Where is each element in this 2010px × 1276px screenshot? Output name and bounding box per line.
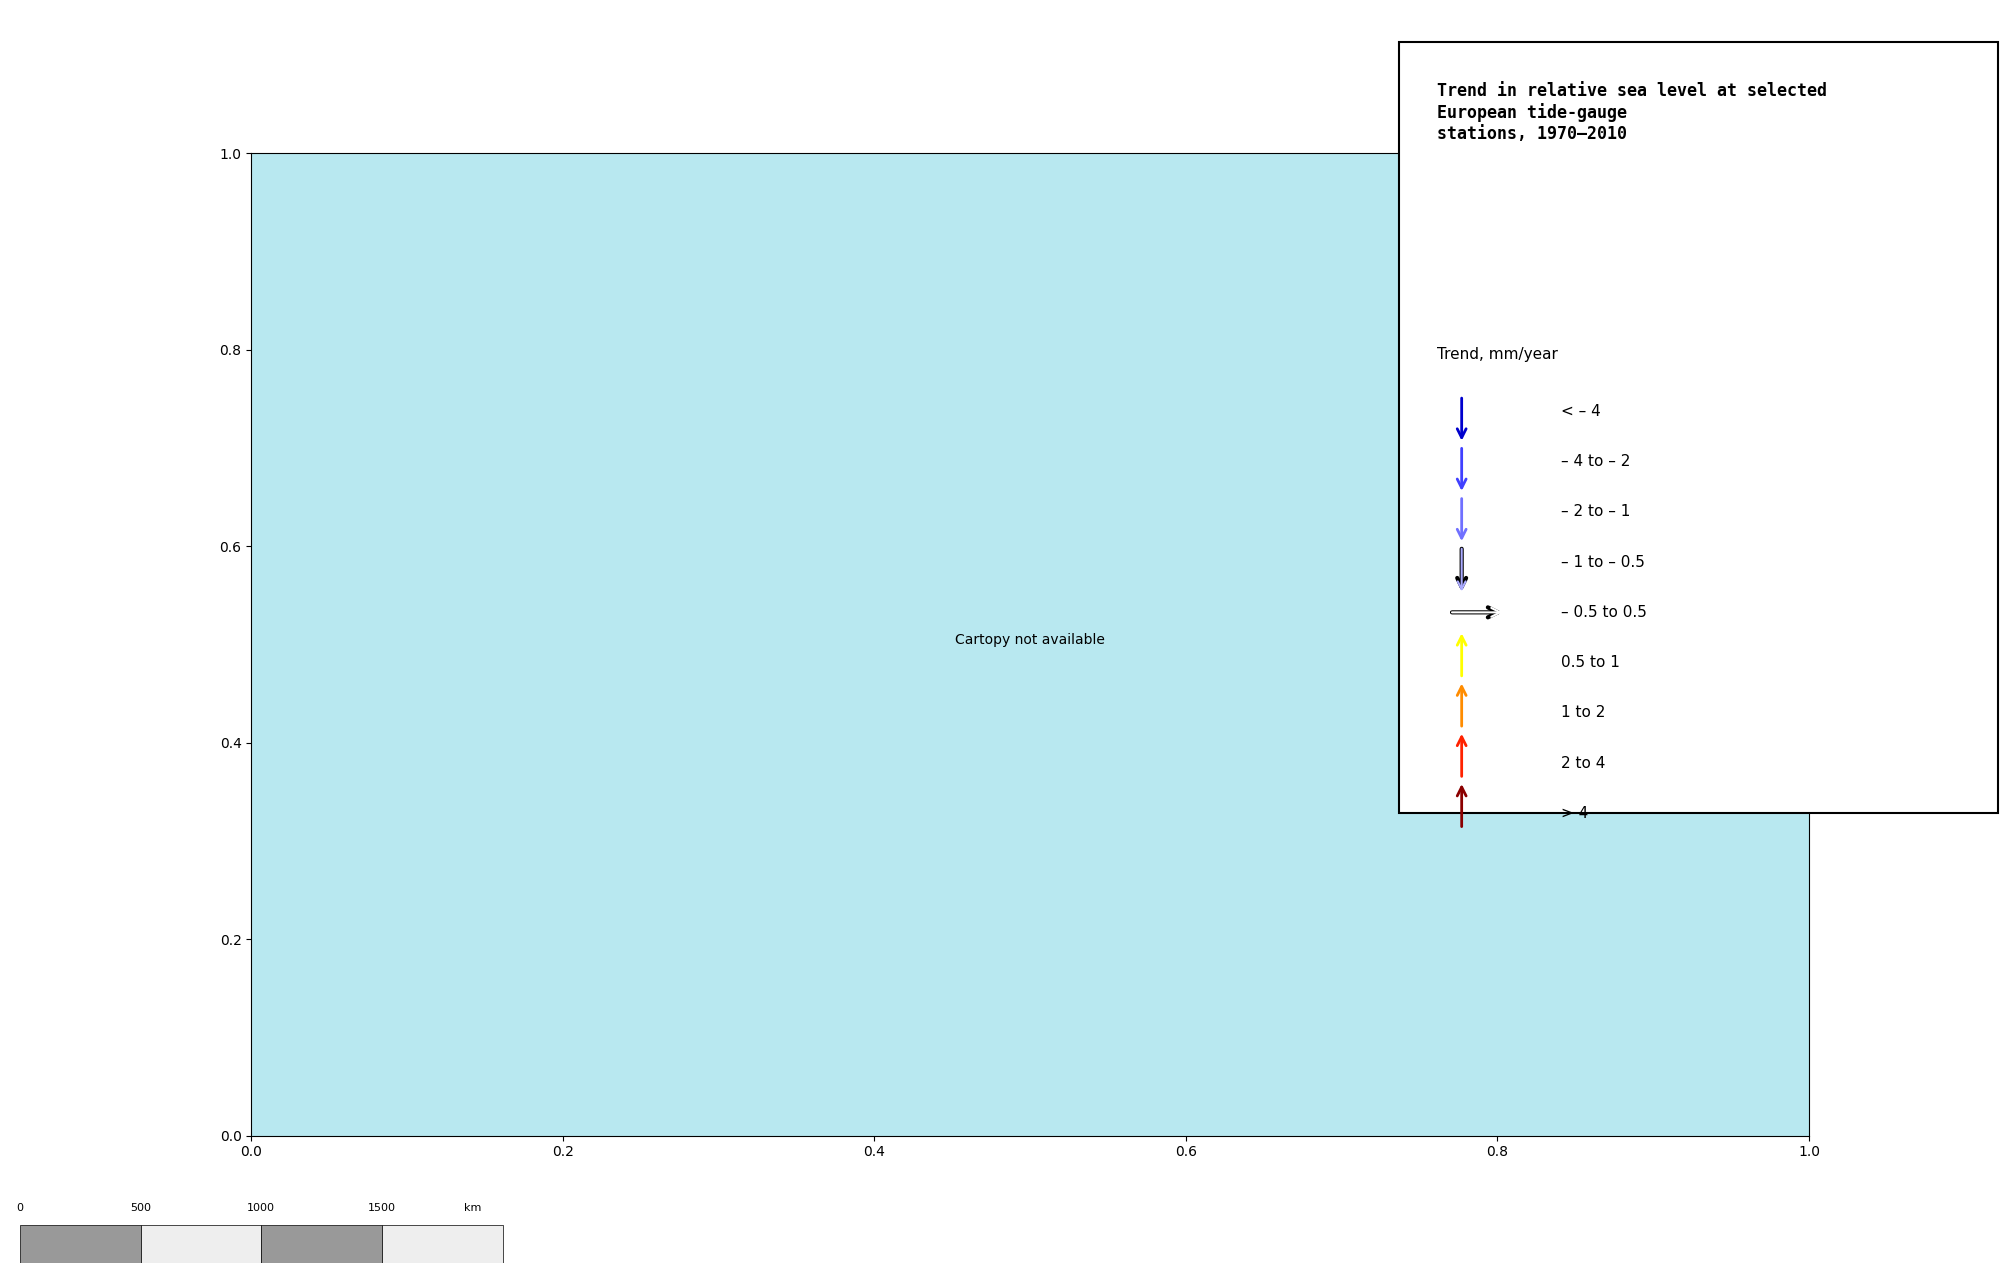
Text: – 1 to – 0.5: – 1 to – 0.5 bbox=[1562, 555, 1646, 569]
Text: 2 to 4: 2 to 4 bbox=[1562, 755, 1606, 771]
Text: km: km bbox=[464, 1203, 480, 1213]
FancyBboxPatch shape bbox=[1399, 42, 1998, 813]
Text: < – 4: < – 4 bbox=[1562, 404, 1602, 419]
Bar bbox=[261, 1225, 382, 1263]
Text: 1000: 1000 bbox=[247, 1203, 275, 1213]
Text: 1500: 1500 bbox=[368, 1203, 396, 1213]
Text: Cartopy not available: Cartopy not available bbox=[955, 633, 1106, 647]
Text: – 2 to – 1: – 2 to – 1 bbox=[1562, 504, 1630, 519]
Bar bbox=[382, 1225, 502, 1263]
Text: 0: 0 bbox=[16, 1203, 24, 1213]
Text: – 4 to – 2: – 4 to – 2 bbox=[1562, 454, 1630, 470]
Text: – 0.5 to 0.5: – 0.5 to 0.5 bbox=[1562, 605, 1648, 620]
Text: 1 to 2: 1 to 2 bbox=[1562, 706, 1606, 721]
Text: 0.5 to 1: 0.5 to 1 bbox=[1562, 655, 1620, 670]
Text: Trend, mm/year: Trend, mm/year bbox=[1437, 347, 1558, 362]
Text: Trend in relative sea level at selected
European tide-gauge
stations, 1970–2010: Trend in relative sea level at selected … bbox=[1437, 82, 1827, 143]
Bar bbox=[141, 1225, 261, 1263]
Text: 500: 500 bbox=[131, 1203, 151, 1213]
Text: > 4: > 4 bbox=[1562, 806, 1588, 820]
Bar bbox=[20, 1225, 141, 1263]
